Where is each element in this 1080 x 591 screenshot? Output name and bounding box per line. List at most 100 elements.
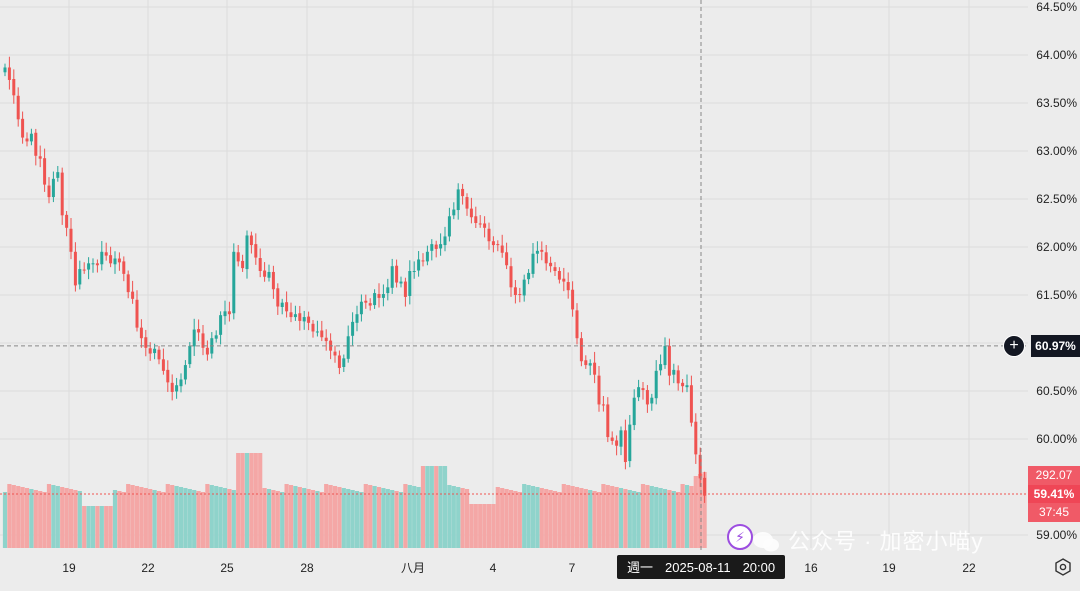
volume-bar <box>86 506 91 548</box>
volume-bar <box>693 476 698 548</box>
volume-bar <box>627 490 632 548</box>
candle-body <box>113 258 117 265</box>
volume-bar <box>667 490 672 548</box>
x-tick-label: 28 <box>300 561 314 575</box>
candle-body <box>403 281 407 297</box>
settings-icon[interactable] <box>1054 558 1072 576</box>
volume-bar <box>244 453 250 548</box>
candle-body <box>474 216 478 223</box>
volume-bar <box>192 490 197 548</box>
volume-bar <box>456 487 461 548</box>
volume-bars <box>2 453 707 548</box>
volume-bar <box>504 489 509 548</box>
add-alert-plus-icon[interactable]: + <box>1003 335 1025 357</box>
candle-body <box>496 244 500 246</box>
candle-body <box>197 329 201 333</box>
volume-bar <box>557 492 562 548</box>
candle-body <box>443 236 447 246</box>
candle-body <box>430 244 434 251</box>
volume-bar <box>64 488 69 548</box>
volume-bar <box>394 491 399 548</box>
candle-body <box>236 252 240 262</box>
candle-body <box>293 314 297 318</box>
candle-body <box>320 330 324 338</box>
y-tick-label: 63.00% <box>1036 144 1077 158</box>
y-axis[interactable]: 64.50% 64.00% 63.50% 63.00% 62.50% 62.00% 61.5… <box>1036 0 1077 542</box>
candle-body <box>562 278 566 282</box>
candle-body <box>223 311 227 317</box>
volume-bar <box>143 488 148 548</box>
candle-body <box>131 291 135 299</box>
volume-bar <box>271 490 276 548</box>
volume-bar <box>174 486 179 548</box>
lightning-icon[interactable]: ⚡ <box>727 524 753 550</box>
y-tick-label: 61.50% <box>1036 288 1077 302</box>
volume-bar <box>161 492 166 548</box>
volume-bar <box>588 490 593 548</box>
candle-body <box>333 351 337 356</box>
volume-bar <box>574 487 580 548</box>
candle-body <box>148 348 152 354</box>
volume-bar <box>363 484 368 548</box>
volume-bar <box>583 489 588 548</box>
candle-body <box>126 274 130 293</box>
volume-bar <box>552 491 558 548</box>
volume-bar <box>618 488 624 548</box>
volume-bar <box>214 486 219 548</box>
x-tick-label: 25 <box>220 561 234 575</box>
volume-bar <box>60 487 65 548</box>
candle-body <box>465 197 469 209</box>
candle-body <box>425 251 429 262</box>
volume-bar <box>654 487 659 548</box>
volume-bar <box>420 466 426 548</box>
candle-body <box>276 288 280 307</box>
candle-body <box>188 345 192 365</box>
candle-body <box>311 323 315 332</box>
candle-body <box>87 263 91 270</box>
candle-body <box>377 294 381 298</box>
candle-body <box>601 404 605 406</box>
candle-body <box>491 241 495 246</box>
candle-body <box>241 260 245 269</box>
candle-body <box>38 156 42 159</box>
candle-body <box>258 258 262 271</box>
volume-bar <box>236 453 241 548</box>
candle-body <box>201 333 205 348</box>
candle-body <box>381 294 385 298</box>
volume-bar <box>438 466 443 548</box>
volume-bar <box>24 488 30 548</box>
volume-bar <box>640 484 646 548</box>
volume-bar <box>605 485 610 548</box>
candle-body <box>500 245 504 253</box>
volume-bar <box>610 486 615 548</box>
volume-bar <box>108 506 113 548</box>
volume-bar <box>495 487 500 548</box>
volume-bar <box>306 489 311 548</box>
volume-bar <box>196 491 201 548</box>
candle-body <box>157 349 161 360</box>
candle-body <box>100 251 104 265</box>
candle-body <box>351 321 355 336</box>
volume-bar <box>95 506 100 548</box>
volume-bar <box>390 490 395 548</box>
candle-body <box>73 251 77 286</box>
candle-body <box>672 369 676 375</box>
volume-bar <box>451 486 456 548</box>
candle-body <box>144 337 148 348</box>
candle-body <box>518 294 522 296</box>
x-tick-label: 16 <box>804 561 818 575</box>
volume-bar <box>227 489 232 548</box>
candle-body <box>593 362 597 375</box>
x-axis[interactable]: 19 22 25 28 八月 4 7 16 19 22 <box>62 561 976 575</box>
volume-bar <box>205 484 210 548</box>
volume-bar <box>508 490 514 548</box>
candle-body <box>509 266 513 288</box>
candle-body <box>637 387 641 398</box>
candle-body <box>122 261 126 274</box>
candle-body <box>623 430 627 463</box>
volume-bar <box>671 491 676 548</box>
volume-bar <box>73 490 78 548</box>
candle-body <box>447 216 451 237</box>
